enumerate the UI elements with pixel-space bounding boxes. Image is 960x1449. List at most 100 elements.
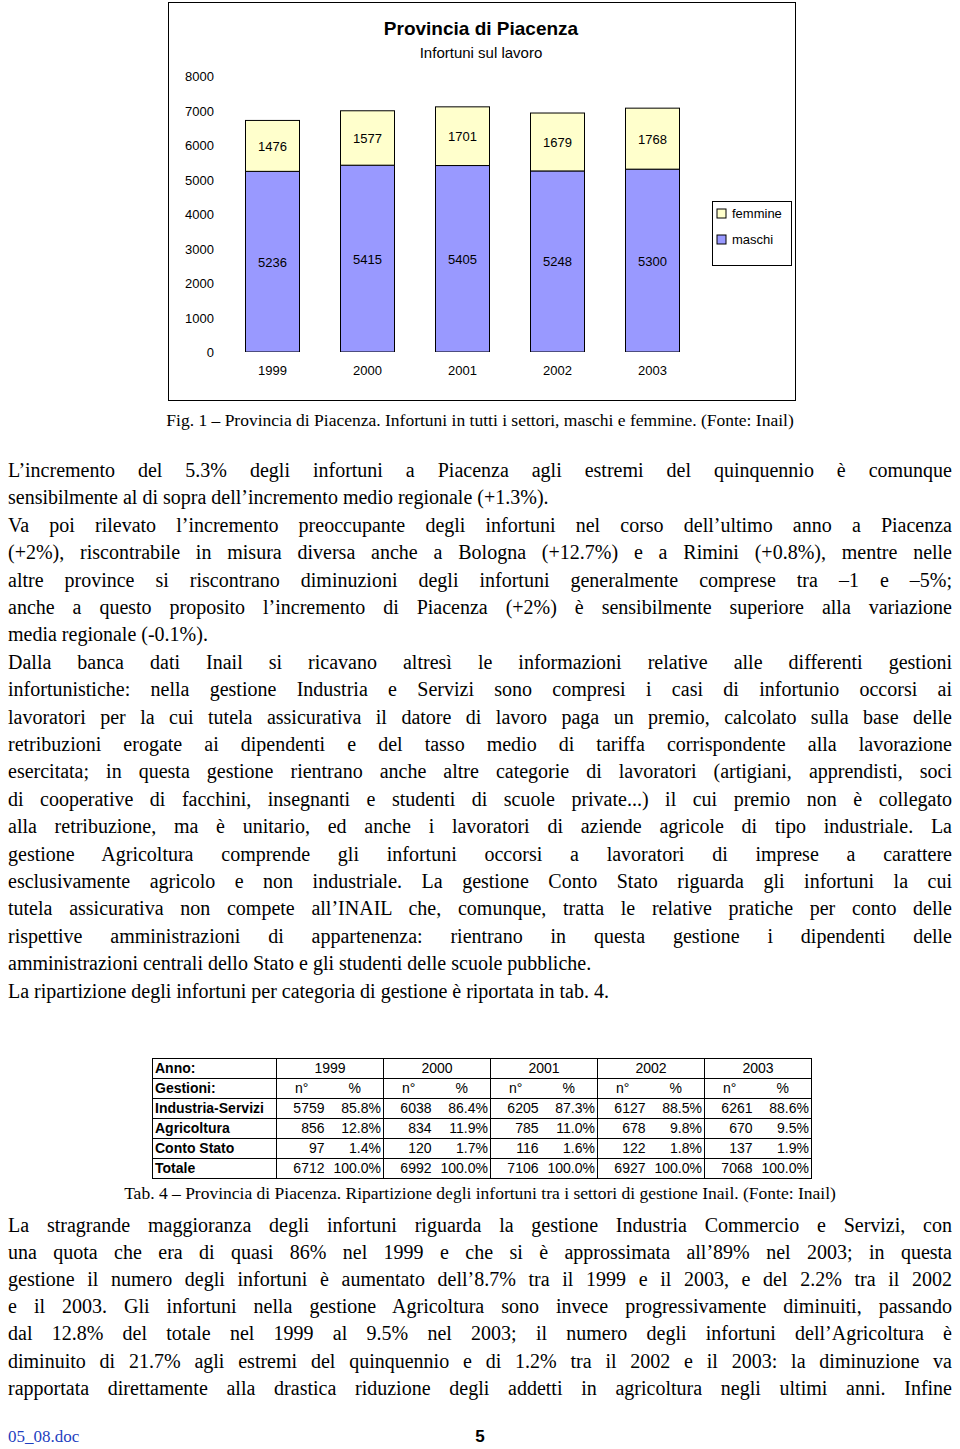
text-line: diminuito di 21.7% agli estremi del quin… (8, 1349, 952, 1373)
table-cell: 670 (705, 1119, 755, 1139)
chart-subtitle: Infortuni sul lavoro (420, 44, 543, 61)
column-header: n° (491, 1079, 541, 1099)
bar (246, 120, 300, 171)
row-header: Industria-Servizi (153, 1099, 277, 1119)
y-tick-label: 1000 (185, 311, 214, 326)
column-header: 2002 (598, 1059, 705, 1079)
y-tick-label: 8000 (185, 69, 214, 84)
table-cell: 1.6% (541, 1139, 598, 1159)
data-label: 1768 (638, 132, 667, 147)
column-header: % (541, 1079, 598, 1099)
text-line: media regionale (-0.1%). (8, 622, 952, 646)
text-line: anche a questo proposito l’incremento di… (8, 595, 952, 619)
row-header: Gestioni: (153, 1079, 277, 1099)
data-label: 1476 (258, 139, 287, 154)
text-line: alla retribuzione, ma è unitario, ed anc… (8, 814, 952, 838)
x-tick-label: 2000 (353, 363, 382, 378)
y-tick-label: 5000 (185, 173, 214, 188)
text-line: Dalla banca dati Inail si ricavano altre… (8, 650, 952, 674)
table-cell: 9.5% (755, 1119, 812, 1139)
table-row: Agricoltura85612.8%83411.9%78511.0%6789.… (153, 1119, 812, 1139)
table-subheader-row: Gestioni:n°%n°%n°%n°%n°% (153, 1079, 812, 1099)
column-header: % (648, 1079, 705, 1099)
table-cell: 834 (384, 1119, 434, 1139)
column-header: % (755, 1079, 812, 1099)
text-line: esercitata; in questa gestione rientrano… (8, 759, 952, 783)
table-cell: 100.0% (541, 1159, 598, 1179)
table-cell: 100.0% (755, 1159, 812, 1179)
y-tick-label: 3000 (185, 242, 214, 257)
legend: femminemaschi (713, 202, 792, 266)
table-cell: 11.9% (434, 1119, 491, 1139)
data-label: 1701 (448, 129, 477, 144)
table-cell: 100.0% (648, 1159, 705, 1179)
y-tick-label: 0 (207, 345, 214, 360)
bar (436, 107, 490, 166)
bar (436, 166, 490, 352)
x-tick-label: 1999 (258, 363, 287, 378)
text-line: e il 2003. Gli infortuni nella gestione … (8, 1294, 952, 1318)
text-line: (+2%), riscontrabile in misura diversa a… (8, 540, 952, 564)
text-line: dal 12.8% del totale nel 1999 al 9.5% ne… (8, 1321, 952, 1345)
chart: Provincia di Piacenza Infortuni sul lavor… (0, 0, 960, 410)
text-line: lavoratori per la cui tutela assicurativ… (8, 705, 952, 729)
text-line: una quota che era di quasi 86% nel 1999 … (8, 1240, 952, 1264)
table-cell: 6038 (384, 1099, 434, 1119)
legend-label: maschi (732, 232, 773, 247)
y-tick-label: 6000 (185, 138, 214, 153)
table-cell: 7106 (491, 1159, 541, 1179)
data-label: 5300 (638, 254, 667, 269)
column-header: % (434, 1079, 491, 1099)
column-header: 2000 (384, 1059, 491, 1079)
text-line: tutela assicurativa non compete all’INAI… (8, 896, 952, 920)
text-line: rapportata direttamente alla drastica ri… (8, 1376, 952, 1400)
data-label: 5415 (353, 252, 382, 267)
bar (341, 165, 395, 352)
text-line: esclusivamente agricolo e non industrial… (8, 869, 952, 893)
table-cell: 88.6% (755, 1099, 812, 1119)
x-tick-label: 2001 (448, 363, 477, 378)
bar (246, 171, 300, 352)
table-caption: Tab. 4 – Provincia di Piacenza. Ripartiz… (0, 1182, 960, 1204)
table-cell: 1.7% (434, 1139, 491, 1159)
table-row: Totale6712100.0%6992100.0%7106100.0%6927… (153, 1159, 812, 1179)
table-header-row: Anno:19992000200120022003 (153, 1059, 812, 1079)
text-line: gestione il numero degli infortuni è aum… (8, 1267, 952, 1291)
table-cell: 137 (705, 1139, 755, 1159)
table-cell: 6992 (384, 1159, 434, 1179)
table-cell: 1.8% (648, 1139, 705, 1159)
chart-title: Provincia di Piacenza (384, 18, 579, 39)
text-line: infortunistiche: nella gestione Industri… (8, 677, 952, 701)
bar (531, 171, 585, 352)
text-line: di cooperative di facchini, insegnanti e… (8, 787, 952, 811)
row-header: Agricoltura (153, 1119, 277, 1139)
text-line: La stragrande maggioranza degli infortun… (8, 1213, 952, 1237)
table-cell: 120 (384, 1139, 434, 1159)
table-cell: 6927 (598, 1159, 648, 1179)
table-cell: 6127 (598, 1099, 648, 1119)
text-line: rispettive amministrazioni di appartenen… (8, 924, 952, 948)
table-cell: 100.0% (434, 1159, 491, 1179)
footer-file: 05_08.doc (8, 1426, 79, 1448)
table-cell: 12.8% (327, 1119, 384, 1139)
table-cell: 116 (491, 1139, 541, 1159)
table-cell: 5759 (277, 1099, 327, 1119)
table-cell: 1.4% (327, 1139, 384, 1159)
row-header: Anno: (153, 1059, 277, 1079)
bars (246, 107, 680, 352)
table-cell: 856 (277, 1119, 327, 1139)
legend-swatch (717, 235, 726, 244)
column-header: 2001 (491, 1059, 598, 1079)
column-header: n° (705, 1079, 755, 1099)
table-cell: 11.0% (541, 1119, 598, 1139)
table-cell: 6712 (277, 1159, 327, 1179)
text-line: Va poi rilevato l’incremento preoccupant… (8, 513, 952, 537)
column-header: 2003 (705, 1059, 812, 1079)
table-cell: 1.9% (755, 1139, 812, 1159)
table-cell: 85.8% (327, 1099, 384, 1119)
y-tick-label: 2000 (185, 276, 214, 291)
page-number: 5 (0, 1426, 960, 1448)
text-line: gestione Agricoltura comprende gli infor… (8, 842, 952, 866)
data-labels: 5236541554055248530014761577170116791768 (258, 129, 667, 269)
figure-caption: Fig. 1 – Provincia di Piacenza. Infortun… (0, 409, 960, 431)
